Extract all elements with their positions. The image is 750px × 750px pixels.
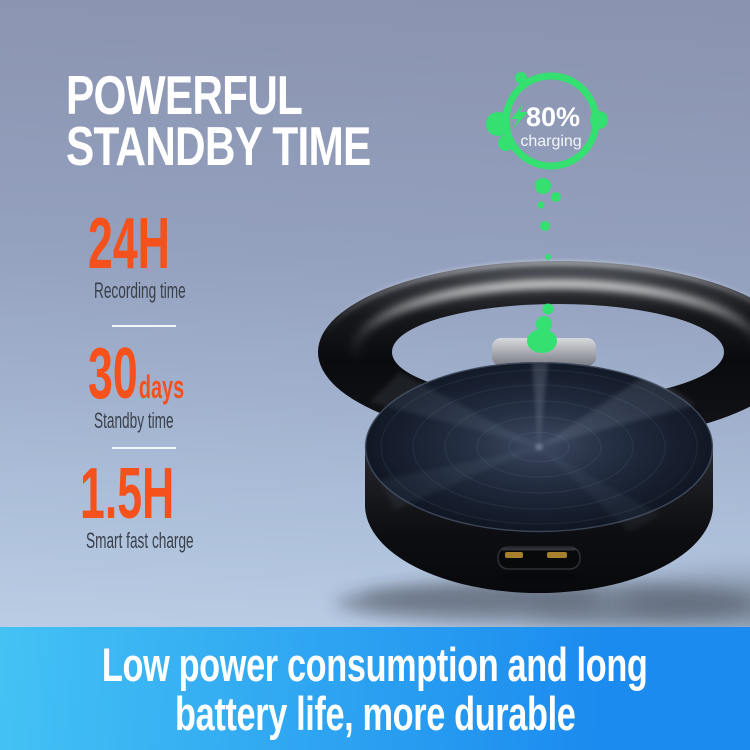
spec-number: 1.5H: [80, 454, 175, 534]
headline-line2: STANDBY TIME: [66, 115, 371, 177]
spec-value: 24H: [88, 208, 183, 280]
usb-port: [497, 546, 581, 578]
headline: POWERFUL STANDBY TIME: [66, 64, 371, 177]
headline-line1: POWERFUL: [66, 64, 303, 126]
spec-label: Smart fast charge: [86, 528, 194, 553]
spec-standby-time: 30 days Standby time: [88, 338, 243, 434]
spec-recording-time: 24H Recording time: [88, 208, 242, 304]
charging-status-label: charging: [520, 133, 582, 150]
footer-banner: Low power consumption and long battery l…: [0, 627, 750, 750]
battery-percent: 80%: [526, 102, 581, 132]
spec-divider: [112, 447, 176, 449]
charging-bubbles: [527, 178, 561, 353]
face-sheen: [370, 362, 695, 532]
spec-divider: [112, 325, 176, 327]
spec-label: Standby time: [94, 408, 174, 433]
spec-fast-charge: 1.5H Smart fast charge: [80, 458, 260, 554]
spec-value: 30 days: [88, 338, 184, 410]
device-puck: [364, 361, 714, 593]
floor-shadow: [335, 570, 750, 632]
spec-unit: days: [138, 369, 185, 405]
banner-line1: Low power consumption and long: [102, 637, 648, 691]
banner-line2: battery life, more durable: [174, 686, 576, 740]
spec-label: Recording time: [94, 278, 186, 303]
charging-badge-ring: [486, 72, 608, 170]
spec-number: 24H: [88, 204, 170, 284]
lightning-icon: [511, 104, 528, 129]
spec-value: 1.5H: [80, 458, 191, 530]
spec-number: 30: [88, 334, 138, 414]
face-grooves: [380, 369, 698, 525]
